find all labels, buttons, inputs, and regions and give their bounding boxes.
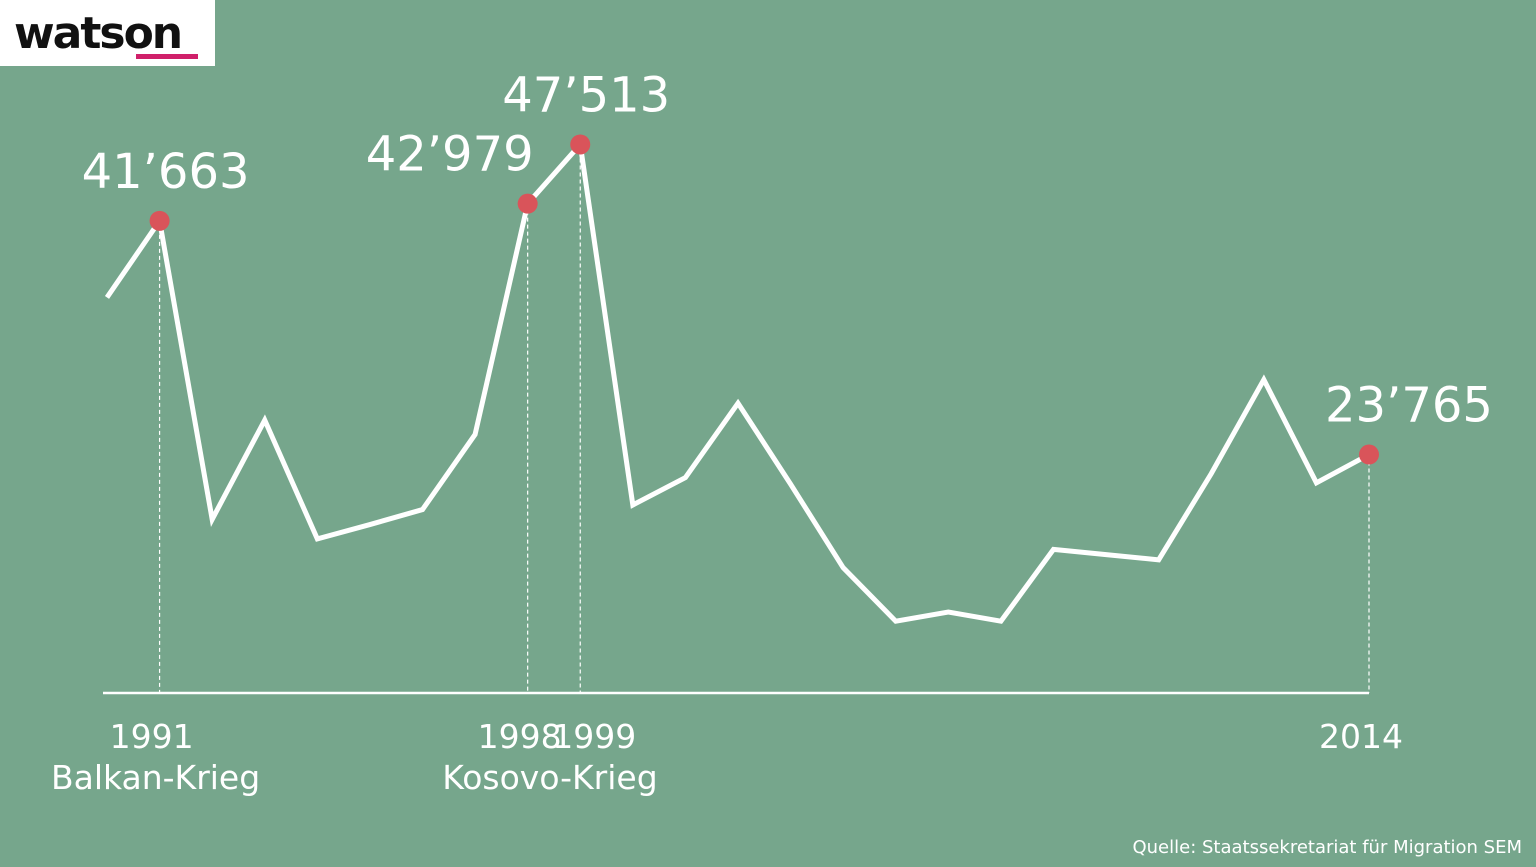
annotation: Balkan-Krieg: [51, 758, 260, 797]
x-tick-label: 1991: [110, 717, 194, 756]
value-label: 42’979: [366, 127, 534, 183]
logo: watson: [14, 8, 181, 59]
x-tick-label: 1999: [552, 717, 636, 756]
marker: [1359, 444, 1379, 465]
x-tick-label: 1998: [478, 717, 562, 756]
value-label: 47’513: [502, 67, 670, 123]
value-label: 41’663: [82, 144, 250, 200]
line: [104, 138, 1371, 624]
value-label: 23’765: [1325, 378, 1493, 434]
x-tick-label: 2014: [1319, 717, 1403, 756]
marker: [570, 134, 591, 155]
source: Quelle: Staatssekretariat für Migration …: [1132, 837, 1522, 858]
marker: [149, 210, 170, 231]
annotation: Kosovo-Krieg: [442, 758, 657, 797]
marker: [517, 193, 538, 214]
logo-underline: [136, 54, 198, 59]
